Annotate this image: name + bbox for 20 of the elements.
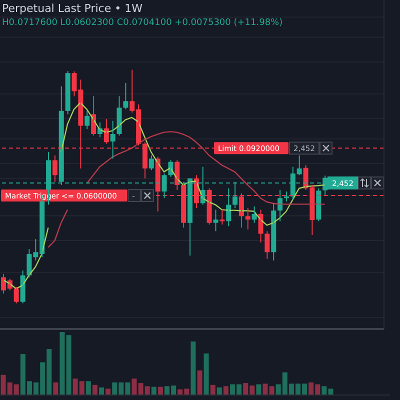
bar xyxy=(210,384,216,395)
bar xyxy=(197,370,202,395)
bar xyxy=(262,384,268,395)
bar xyxy=(99,387,104,395)
bar xyxy=(158,386,163,395)
bar xyxy=(269,386,274,395)
bar xyxy=(86,381,91,395)
chart-title: Perpetual Last Price • 1W xyxy=(2,2,144,16)
bar xyxy=(223,386,228,395)
bar xyxy=(66,335,72,395)
bar xyxy=(256,384,262,395)
bar xyxy=(60,332,65,395)
bar xyxy=(92,384,98,395)
bar xyxy=(190,341,196,395)
bar xyxy=(204,353,209,395)
bar xyxy=(216,387,222,395)
bar xyxy=(53,382,58,395)
bar xyxy=(151,386,156,395)
text: H0.0717600 L0.0602300 C0.0704100 +0.0075300 (+11.98%) xyxy=(2,17,283,30)
bar xyxy=(106,388,111,395)
